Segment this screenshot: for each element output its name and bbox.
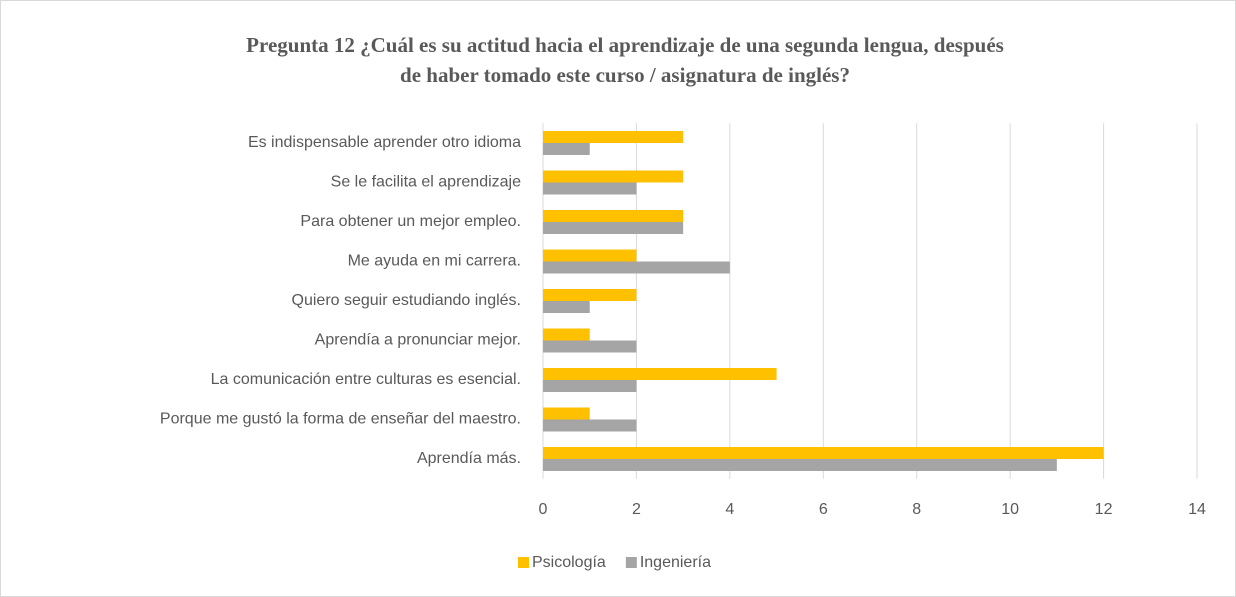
- x-tick-label: 6: [819, 501, 828, 518]
- bar: [543, 340, 637, 353]
- y-tick-label: Aprendía a pronunciar mejor.: [315, 332, 521, 349]
- legend-label: Ingeniería: [640, 554, 711, 571]
- legend-label: Psicología: [532, 554, 606, 571]
- bar: [543, 131, 684, 143]
- chart-title: de haber tomado este curso / asignatura …: [400, 63, 850, 87]
- x-tick-label: 10: [1001, 501, 1019, 518]
- bar: [543, 222, 684, 234]
- y-tick-label: Se le facilita el aprendizaje: [331, 174, 521, 191]
- bar: [543, 210, 684, 222]
- bar: [543, 182, 637, 195]
- bar: [543, 301, 590, 313]
- bar: [543, 459, 1057, 471]
- bar: [543, 447, 1104, 459]
- bar: [543, 368, 777, 380]
- bar: [543, 328, 590, 341]
- x-tick-label: 14: [1188, 501, 1206, 518]
- chart-title: Pregunta 12 ¿Cuál es su actitud hacia el…: [246, 33, 1004, 57]
- bar: [543, 407, 590, 420]
- y-tick-label: Me ayuda en mi carrera.: [348, 253, 521, 270]
- y-tick-label: La comunicación entre culturas es esenci…: [211, 371, 521, 388]
- legend-swatch: [625, 557, 637, 568]
- bar: [543, 249, 637, 262]
- x-tick-label: 2: [632, 501, 641, 518]
- x-tick-label: 0: [539, 501, 548, 518]
- legend-swatch: [518, 557, 529, 568]
- y-tick-label: Porque me gustó la forma de enseñar del …: [160, 411, 521, 428]
- x-tick-label: 8: [912, 501, 921, 518]
- y-tick-label: Quiero seguir estudiando inglés.: [292, 292, 521, 309]
- y-tick-label: Aprendía más.: [417, 450, 521, 467]
- bar: [543, 289, 637, 301]
- bar: [543, 261, 730, 274]
- bar: [543, 170, 684, 183]
- x-tick-label: 12: [1095, 501, 1113, 518]
- y-tick-label: Es indispensable aprender otro idioma: [248, 134, 521, 151]
- bar: [543, 419, 637, 432]
- x-tick-label: 4: [725, 501, 734, 518]
- bar: [543, 380, 637, 392]
- bar: [543, 143, 590, 155]
- y-tick-label: Para obtener un mejor empleo.: [300, 213, 521, 230]
